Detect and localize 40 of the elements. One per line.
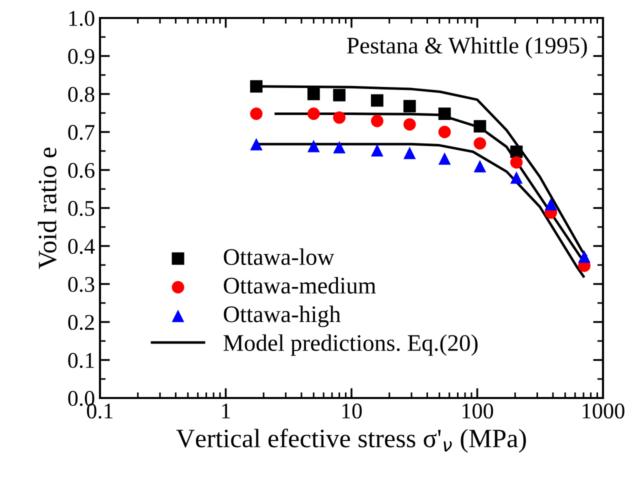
y-tick-label: 0.5 [68, 200, 94, 216]
y-tick-label: 0.3 [68, 276, 94, 292]
point [438, 126, 451, 138]
legend-label: Ottawa-low [224, 248, 334, 266]
point [578, 250, 591, 263]
x-tick-label: 100 [462, 404, 494, 418]
x-tick-label: 10 [342, 404, 362, 418]
y-tick-label: 0.4 [68, 238, 95, 254]
x-axis-title: Vertical efective stress σ'$_{ν}$ (MPa) [176, 428, 526, 453]
y-tick-label: 0.8 [68, 86, 94, 102]
point [474, 137, 486, 150]
point [333, 140, 346, 154]
point [403, 100, 416, 112]
y-tick-label: 0.6 [68, 162, 94, 178]
y-tick-label: 0.1 [68, 352, 94, 368]
point [510, 171, 523, 184]
point [474, 120, 486, 133]
point [403, 146, 416, 160]
y-tick-label: 0.2 [68, 314, 94, 330]
legend-label: Ottawa-medium [224, 277, 376, 294]
y-tick-label: 0.9 [68, 48, 94, 64]
y-axis-title: Void ratio e [38, 148, 57, 270]
point [510, 146, 523, 158]
point [510, 156, 523, 169]
x-tick-label: 1000 [582, 404, 624, 418]
point [544, 198, 558, 210]
point [438, 152, 451, 165]
point [403, 118, 416, 131]
x-tick-label: 1 [222, 404, 230, 418]
point [333, 111, 346, 124]
y-tick-label: 0.7 [68, 124, 94, 140]
y-tick-label: 1.0 [69, 10, 94, 26]
point [333, 88, 346, 102]
x-tick-label: 0.1 [86, 404, 113, 419]
point [438, 108, 451, 120]
legend-label: Ottawa-high [224, 306, 341, 328]
legend-label: Model predictions. Eq.(20) [224, 334, 478, 356]
point [474, 160, 486, 172]
y-tick-label: 0.0 [68, 390, 94, 406]
annotation: Pestana & Whittle (1995) [347, 37, 587, 58]
